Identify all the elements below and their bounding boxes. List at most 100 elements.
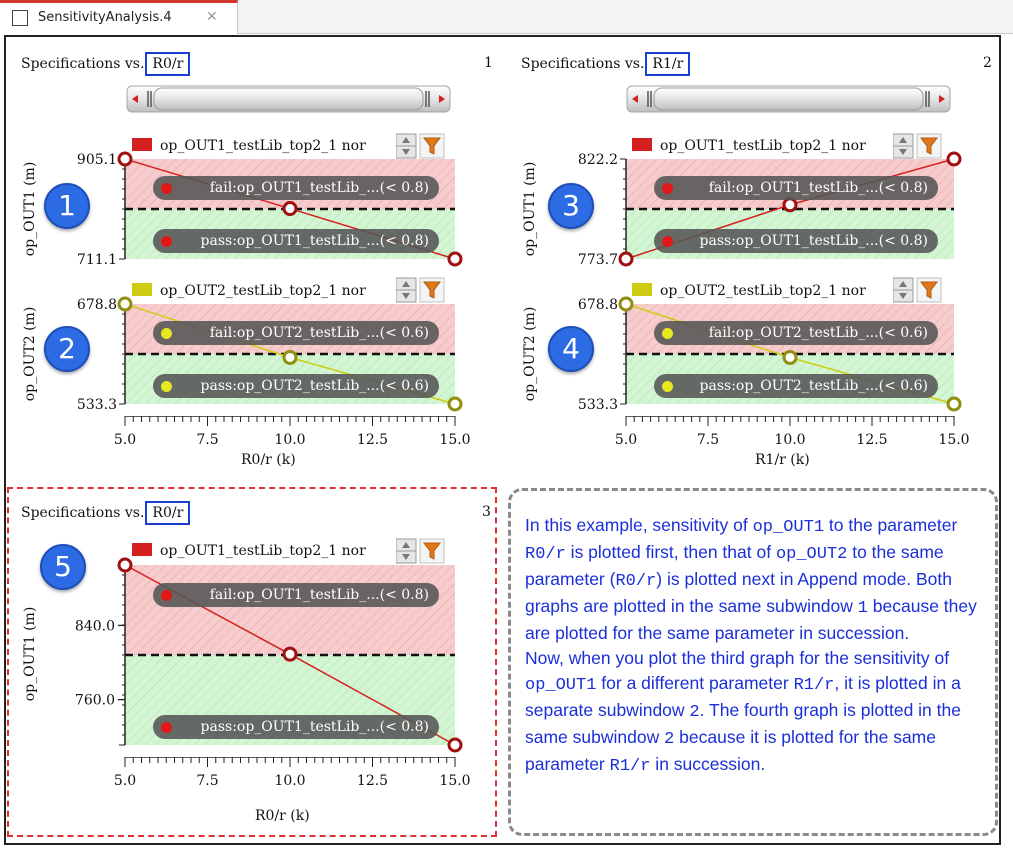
close-icon[interactable]: ✕ [206,9,218,25]
parameter-name-box[interactable]: R0/r [145,52,191,76]
legend-controls[interactable] [893,276,943,304]
fail-label-pill: fail:op_OUT2_testLib_...(< 0.6) [654,321,938,345]
fail-label-pill-text: fail:op_OUT2_testLib_...(< 0.6) [209,325,429,341]
data-point[interactable] [282,201,298,217]
pass-label-pill: pass:op_OUT2_testLib_...(< 0.6) [654,374,938,398]
x-tick-label: 15.0 [439,773,470,789]
filter-icon [920,281,938,299]
parameter-range-scrollbar[interactable] [626,82,951,116]
pass-label-pill-text: pass:op_OUT1_testLib_...(< 0.8) [200,719,429,735]
legend-entry[interactable]: op_OUT1_testLib_top2_1 nor [632,138,866,158]
data-point[interactable] [946,151,962,167]
status-dot-icon [161,183,172,194]
x-axis-label: R1/r (k) [755,452,810,468]
data-point[interactable] [447,737,463,753]
data-point[interactable] [782,349,798,365]
legend-label: op_OUT1_testLib_top2_1 nor [160,543,366,559]
fail-label-pill-text: fail:op_OUT2_testLib_...(< 0.6) [708,325,928,341]
y-tick-label: 760.0 [75,693,115,709]
note-text: ) is plotted next in Append mode. Both g… [525,569,953,616]
data-point[interactable] [117,296,133,312]
note-code: R1/r [793,676,835,695]
scroll-right-arrow-icon[interactable] [439,95,445,103]
x-axis: 5.0 7.5 10.0 12.5 15.0 [615,416,970,448]
fail-label-pill: fail:op_OUT2_testLib_...(< 0.6) [153,321,439,345]
filter-icon [920,137,938,155]
data-point[interactable] [282,349,298,365]
note-code: 1 [857,599,868,618]
status-dot-icon [161,381,172,392]
note-text: In this example, sensitivity of [525,515,753,535]
x-tick-label: 5.0 [615,432,637,448]
panel-title-prefix: Specifications vs. [21,505,145,521]
callout-number-badge: 4 [548,326,594,372]
y-tick-label: 905.1 [77,152,117,168]
callout-number-badge: 5 [40,544,86,590]
x-tick-label: 12.5 [357,773,388,789]
legend-entry[interactable]: op_OUT2_testLib_top2_1 nor [132,283,366,303]
callout-number-badge: 3 [548,183,594,229]
note-code: R0/r [525,545,566,564]
note-text: . The fourth graph is plotted in the sam… [525,700,961,747]
pass-label-pill-text: pass:op_OUT1_testLib_...(< 0.8) [200,233,429,249]
note-text: for a different parameter [596,673,794,693]
fail-label-pill: fail:op_OUT1_testLib_...(< 0.8) [153,583,439,607]
note-code: op_OUT1 [525,676,597,695]
legend-controls[interactable] [396,537,446,565]
y-tick-label: 822.2 [578,152,618,168]
x-tick-label: 12.5 [357,432,388,448]
pass-label-pill-text: pass:op_OUT2_testLib_...(< 0.6) [200,378,429,394]
scroll-left-arrow-icon[interactable] [632,95,638,103]
status-dot-icon [662,183,673,194]
parameter-name-box[interactable]: R0/r [145,501,191,525]
x-tick-label: 10.0 [774,432,805,448]
filter-icon [423,137,441,155]
parameter-name-box[interactable]: R1/r [645,52,691,76]
y-axis-label: op_OUT1 (m) [522,161,538,257]
note-text: in succession. [650,754,766,774]
scrollbar-thumb[interactable] [153,87,424,111]
scroll-right-arrow-icon[interactable] [939,95,945,103]
data-point[interactable] [117,557,133,573]
y-tick-label: 533.3 [77,397,117,412]
data-point[interactable] [782,197,798,213]
status-dot-icon [662,236,673,247]
parameter-range-scrollbar[interactable] [126,82,451,116]
scrollbar-thumb[interactable] [653,87,924,111]
legend-entry[interactable]: op_OUT1_testLib_top2_1 nor [132,543,366,563]
legend-entry[interactable]: op_OUT2_testLib_top2_1 nor [632,283,866,303]
note-code: R1/r [609,757,651,776]
note-code: R0/r [615,572,657,591]
data-point[interactable] [618,251,634,267]
scroll-left-arrow-icon[interactable] [132,95,138,103]
x-tick-label: 10.0 [274,432,305,448]
y-axis-label: op_OUT1 (m) [22,606,38,702]
y-tick-label: 773.7 [578,252,618,267]
tab-label: SensitivityAnalysis.4 [38,10,172,25]
data-point[interactable] [447,251,463,267]
data-point[interactable] [946,396,962,412]
data-point[interactable] [282,646,298,662]
fail-label-pill-text: fail:op_OUT1_testLib_...(< 0.8) [209,587,429,603]
status-dot-icon [161,590,172,601]
tab-sensitivity-analysis[interactable]: SensitivityAnalysis.4 ✕ [0,0,238,34]
series-swatch [632,138,652,151]
legend-entry[interactable]: op_OUT1_testLib_top2_1 nor [132,138,366,158]
x-tick-label: 15.0 [938,432,969,448]
note-text: Now, when you plot the third graph for t… [525,648,950,668]
legend-controls[interactable] [396,276,446,304]
editor-tab-bar: SensitivityAnalysis.4 ✕ [0,0,1013,34]
legend-controls[interactable] [893,132,943,160]
data-point[interactable] [447,396,463,412]
subwindow-number: 1 [484,55,493,71]
data-point[interactable] [618,296,634,312]
status-dot-icon [662,328,673,339]
callout-number-badge: 2 [44,326,90,372]
panel-title: Specifications vs. R0/r [21,501,191,525]
x-tick-label: 5.0 [114,432,136,448]
x-tick-label: 7.5 [697,432,719,448]
status-dot-icon [662,381,673,392]
legend-controls[interactable] [396,132,446,160]
panel-title-prefix: Specifications vs. [21,56,145,72]
data-point[interactable] [117,151,133,167]
